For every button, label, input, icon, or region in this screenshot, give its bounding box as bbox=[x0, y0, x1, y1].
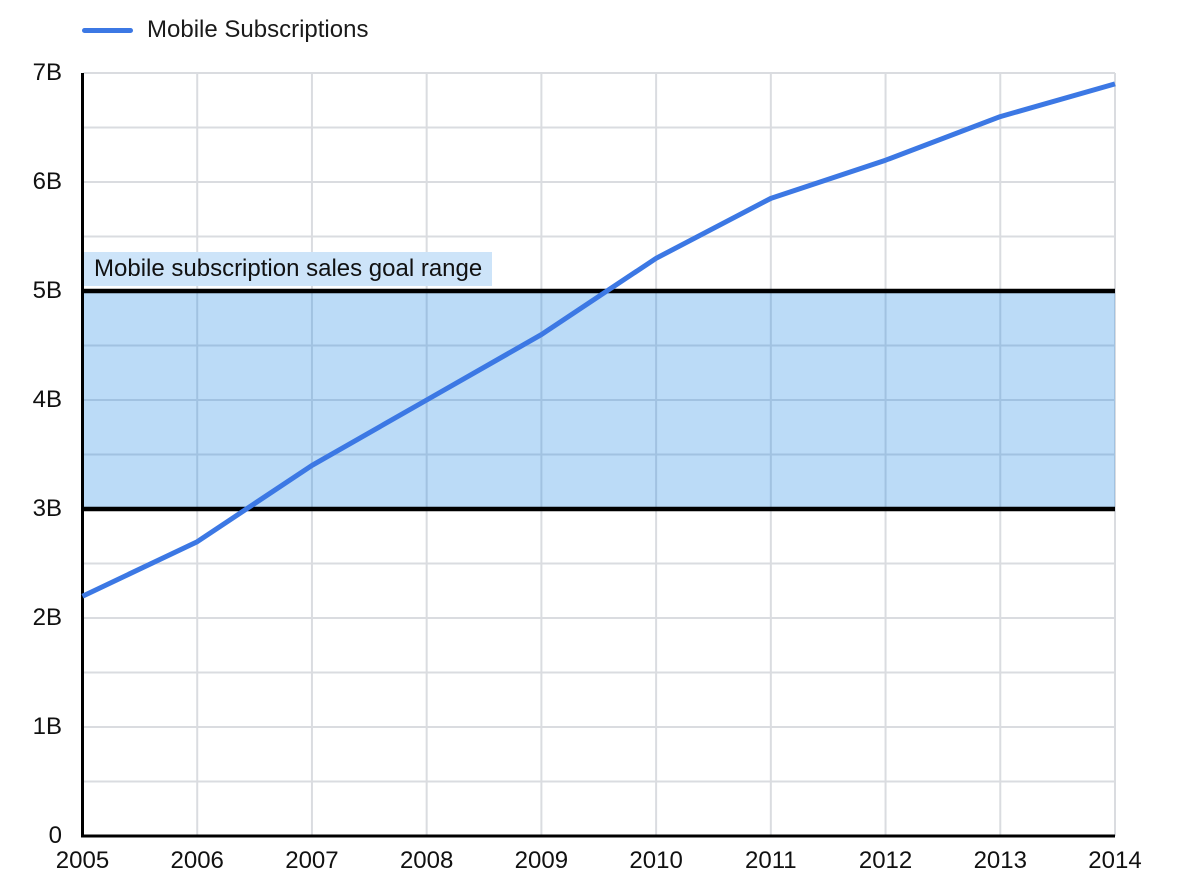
y-axis-tick-label: 6B bbox=[32, 168, 62, 195]
x-axis-tick-label: 2006 bbox=[170, 847, 224, 874]
x-axis-tick-label: 2007 bbox=[285, 847, 339, 874]
y-axis-tick-label: 3B bbox=[32, 495, 62, 522]
y-axis-tick-label: 4B bbox=[32, 386, 62, 413]
y-axis-tick-label: 1B bbox=[32, 713, 62, 740]
x-axis-tick-label: 2011 bbox=[745, 847, 797, 874]
series-line-mobile-subscriptions bbox=[81, 81, 1116, 599]
goal-range-label: Mobile subscription sales goal range bbox=[84, 252, 493, 286]
x-axis-tick-label: 2008 bbox=[399, 847, 454, 874]
legend-line-swatch bbox=[82, 27, 133, 33]
goal-band bbox=[83, 291, 1115, 509]
x-axis-tick-label: 2010 bbox=[629, 847, 683, 874]
x-axis-tick-label: 2013 bbox=[973, 847, 1027, 874]
x-axis-tick-label: 2012 bbox=[858, 847, 913, 874]
y-axis-tick-label: 0 bbox=[48, 822, 62, 849]
legend: Mobile Subscriptions bbox=[82, 14, 368, 46]
y-axis-tick-label: 5B bbox=[32, 277, 62, 304]
y-axis-tick-label: 7B bbox=[32, 59, 62, 86]
x-axis-tick-label: 2014 bbox=[1088, 847, 1142, 874]
x-axis-tick-label: 2009 bbox=[514, 847, 569, 874]
y-axis-tick-label: 2B bbox=[32, 604, 62, 631]
legend-series-label: Mobile Subscriptions bbox=[147, 16, 369, 43]
x-axis-tick-label: 2005 bbox=[55, 847, 110, 874]
